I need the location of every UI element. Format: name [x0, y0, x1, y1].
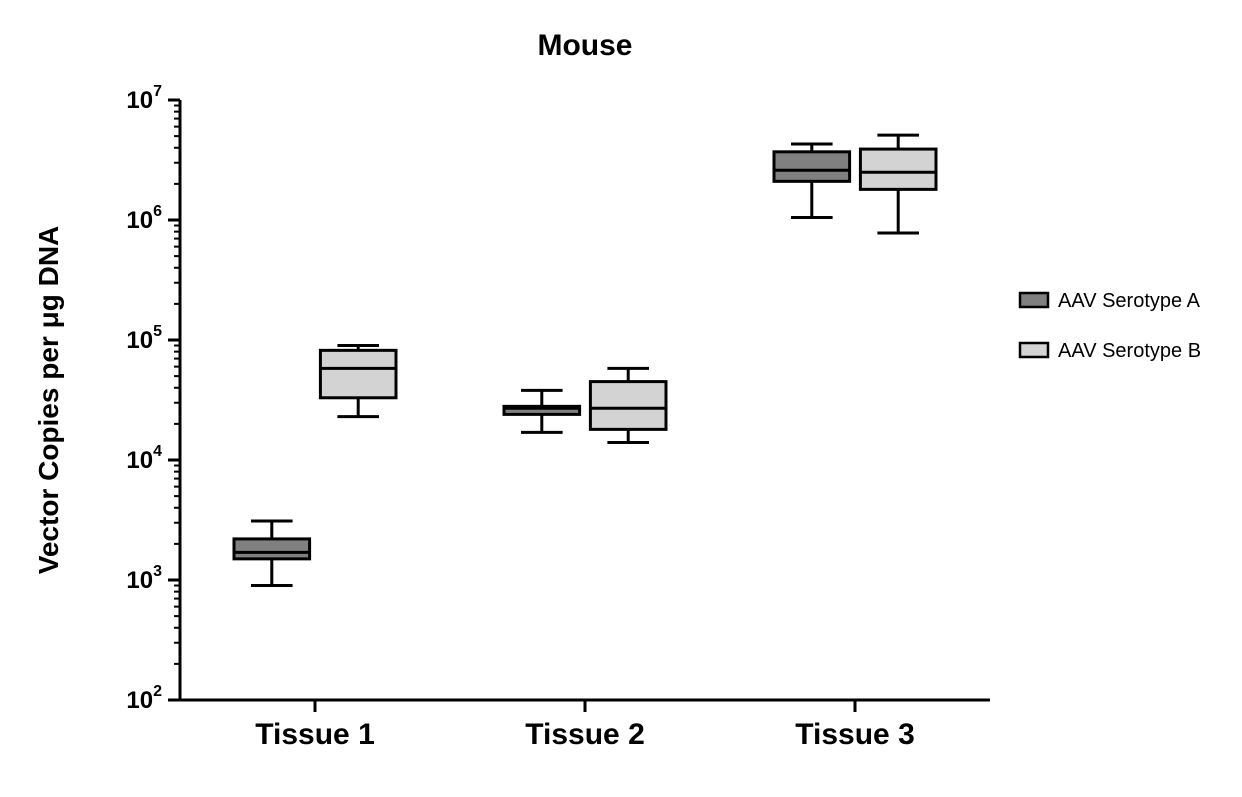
- boxplot-chart: 102103104105106107Tissue 1Tissue 2Tissue…: [0, 0, 1242, 797]
- chart-title: Mouse: [537, 29, 632, 62]
- chart-container: 102103104105106107Tissue 1Tissue 2Tissue…: [0, 0, 1242, 797]
- x-tick-label: Tissue 1: [255, 718, 375, 751]
- legend-swatch: [1020, 293, 1048, 307]
- y-axis-label: Vector Copies per μg DNA: [33, 226, 64, 575]
- legend-label: AAV Serotype A: [1058, 290, 1201, 312]
- legend-label: AAV Serotype B: [1058, 340, 1201, 362]
- x-tick-label: Tissue 2: [525, 718, 645, 751]
- legend-swatch: [1020, 343, 1048, 357]
- x-tick-label: Tissue 3: [795, 718, 915, 751]
